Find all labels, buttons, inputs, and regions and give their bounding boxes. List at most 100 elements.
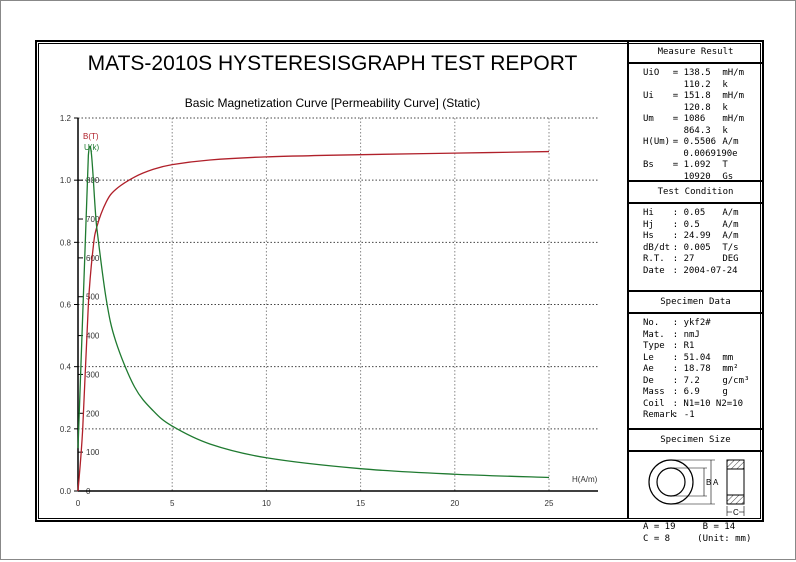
field-unit [723,399,762,411]
field-unit: k [722,79,728,90]
field-name [643,103,673,115]
dim-a-label: A [713,478,719,487]
specimen-row: Type : R1 [643,341,762,353]
field-unit [722,341,762,353]
specimen-row: Remark: -1 [643,410,762,422]
y2-tick-label: 200 [86,409,100,418]
test-condition-header: Test Condition [629,182,762,204]
y2-tick-label: 100 [86,448,100,457]
specimen-data-header: Specimen Data [629,292,762,314]
y2-tick-label: 400 [86,332,100,341]
condition-row: dB/dt: 0.005 T/s [643,243,762,255]
field-name: UiO [643,68,660,78]
test-condition-section: Hi: 0.05 A/m Hj: 0.5 A/m Hs: 24.99 A/m dB/dt: … [629,204,762,292]
specimen-size-header: Specimen Size [629,430,762,452]
field-name: dB/dt [643,242,671,253]
field-value: : R1 [672,341,695,351]
y2-tick-label: 700 [86,215,100,224]
field-unit: mH/m [722,91,745,101]
x-tick-label: 10 [262,499,271,508]
field-name: Mass [643,387,665,397]
field-name: Coil [643,398,665,409]
field-value: 0.0069190e [672,148,738,159]
size-line-1: A = 19 B = 14 [643,522,736,532]
field-name: Date [643,265,665,276]
report-title: MATS-2010S HYSTERESISGRAPH TEST REPORT [87,52,578,75]
measure-result-header: Measure Result [629,42,762,64]
field-name: H(Um) [643,137,671,147]
field-value: : nmJ [672,329,700,340]
field-unit: A/m [722,219,739,230]
field-unit: T/s [722,242,739,253]
x-tick-label: 15 [356,499,365,508]
y-tick-label: 0.6 [60,301,72,310]
field-name: Um [643,114,654,124]
field-unit [722,318,762,330]
y-tick-label: 1.0 [60,176,72,185]
field-unit: A/m [722,137,739,147]
field-unit: g/cm³ [722,375,750,386]
field-value: : 2004-07-24 [672,265,738,276]
field-value: : 18.78 [672,364,711,374]
measure-row: 0.0069190e [643,149,762,161]
x-tick-label: 5 [170,499,175,508]
field-name: Hs [643,231,654,241]
series-b-curve [77,150,550,492]
measure-row: Ui = 151.8 mH/m [643,91,762,103]
field-value: 864.3 [672,125,711,136]
field-value: : 0.5 [672,219,700,230]
measure-row: Um = 1086 mH/m [643,114,762,126]
field-unit: k [722,125,728,136]
condition-row: R.T. : 27 DEG [643,254,762,266]
field-unit: DEG [722,254,739,264]
dim-c-label: C [733,508,739,517]
specimen-row: Ae: 18.78 mm² [643,364,762,376]
x-tick-label: 25 [545,499,554,508]
field-unit: mH/m [722,114,745,124]
field-unit: A/m [722,231,739,241]
y-tick-label: 0.2 [60,425,72,434]
field-name: R.T. [643,254,665,264]
field-unit: mH/m [722,68,745,78]
field-unit: T [722,160,728,170]
legend-u: U(k) [84,143,99,152]
size-line-2: C = 8 (Unit: mm) [643,534,752,544]
field-value: 120.8 [672,102,711,113]
condition-row: Date : 2004-07-24 [643,266,762,278]
specimen-row: Mass: 6.9 g [643,387,762,399]
chart-subtitle: Basic Magnetization Curve [Permeability … [184,96,481,110]
x-axis-label: H(A/m) [572,475,598,484]
field-name: Hi [643,208,654,218]
field-name: Type [643,341,665,351]
field-unit [722,330,762,342]
measure-row: 864.3 k [643,126,762,138]
field-value: = 138.5 [672,68,711,78]
field-name: De [643,375,654,386]
field-value: = 0.5506 [672,137,717,147]
field-name: Remark [643,410,676,420]
specimen-row: Mat.: nmJ [643,330,762,342]
field-name: Bs [643,160,654,170]
specimen-row: No.: ykf2# [643,318,762,330]
y-tick-label: 0.0 [60,487,72,496]
measure-row: UiO = 138.5 mH/m [643,68,762,80]
field-name: Ae [643,364,654,374]
field-value: : 27 [672,254,695,264]
dim-b-label: B [706,478,711,487]
field-name [643,149,673,161]
report-frame [35,40,764,522]
field-value: : N1=10 N2=10 [672,398,744,409]
field-name: Hj [643,219,654,230]
measure-row: 120.8 k [643,103,762,115]
field-unit [723,149,762,161]
specimen-row: De : 7.2 g/cm³ [643,376,762,388]
field-value: : 7.2 [672,375,700,386]
toroid-inner [656,467,686,497]
toroid-outer [648,459,694,505]
field-value: = 151.8 [672,91,711,101]
field-name: Le [643,352,654,363]
specimen-size-section: B A C A = 19 B = 14 C = 8 (Unit: mm) [629,452,762,562]
field-value: : 51.04 [672,352,711,363]
field-name [643,126,673,138]
condition-row: Hi: 0.05 A/m [643,208,762,220]
